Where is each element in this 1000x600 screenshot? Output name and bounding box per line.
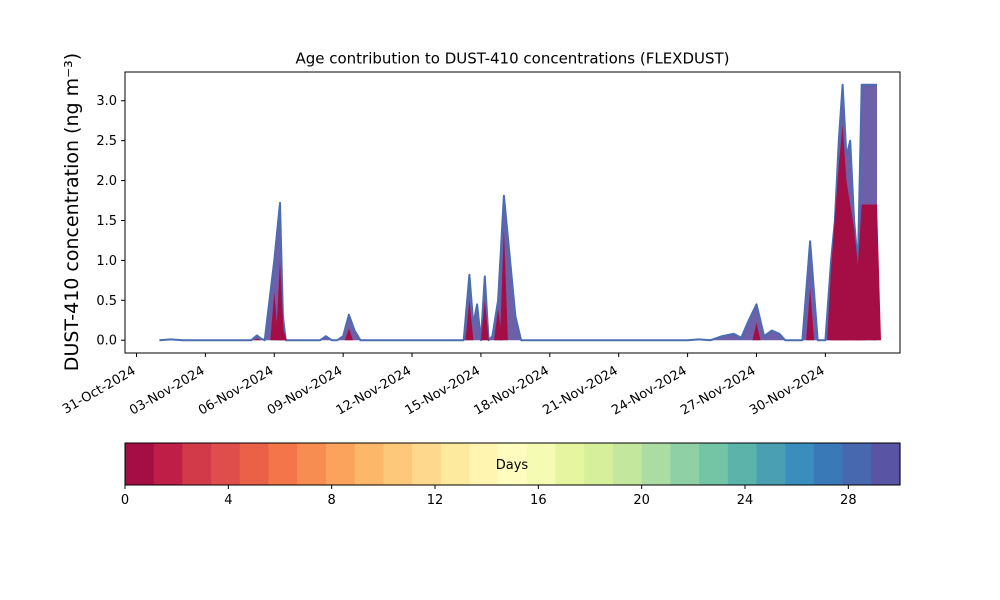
colorbar-segment [297,443,327,485]
colorbar-frame [124,442,901,486]
colorbar-segment [785,443,815,485]
x-tick-label: 30-Nov-2024 [747,363,827,418]
colorbar-segment [325,443,356,485]
colorbar-segment [354,443,384,485]
age-0-1-spike [806,288,815,341]
colorbar-segment [125,443,155,485]
y-tick-label: 2.0 [96,174,117,189]
x-axis-ticks: 31-Oct-202403-Nov-202406-Nov-202409-Nov-… [60,353,827,419]
age-0-1-spike [278,328,287,341]
age-0-1-area-late [831,124,877,341]
y-tick-label: 0.5 [96,294,117,309]
colorbar-tick-label: 16 [530,493,547,508]
colorbar-tick-label: 0 [121,493,129,508]
y-tick-label: 3.0 [96,94,117,109]
colorbar-segments [125,443,901,485]
y-tick-label: 1.0 [96,254,117,269]
colorbar-label: Days [496,458,529,473]
axes-frame [124,71,901,354]
age-0-1-spike [465,300,474,341]
colorbar-segment [440,443,471,485]
colorbar-segment [612,443,643,485]
colorbar-segment [498,443,528,485]
age-0-1-spike [499,228,508,341]
colorbar-segment [813,443,844,485]
colorbar-segment [584,443,614,485]
chart-title: Age contribution to DUST-410 concentrati… [295,50,729,68]
total-line [159,83,877,342]
colorbar-segment [526,443,557,485]
y-tick-label: 1.5 [96,214,117,229]
x-tick-label: 12-Nov-2024 [334,363,414,418]
colorbar-segment [871,443,901,485]
colorbar-tick-label: 4 [224,493,232,508]
age-colorbar: Days 0 4 8 12 16 20 24 28 [121,442,901,508]
y-axis-label: DUST-410 concentration (ng m⁻³) [61,53,83,371]
age-0-1-days-layer [253,124,881,341]
colorbar-segment [412,443,442,485]
colorbar-ticks: 0 4 8 12 16 20 24 28 [121,485,857,508]
age-0-1-spike [253,338,261,341]
age-0-1-spike [270,292,279,341]
x-tick-label: 18-Nov-2024 [472,363,552,418]
colorbar-segment [383,443,413,485]
age-0-1-spike [480,300,489,341]
age-0-1-spike [276,260,284,341]
colorbar-segment [182,443,212,485]
colorbar-segment [211,443,241,485]
colorbar-segment [756,443,786,485]
x-tick-label: 09-Nov-2024 [265,363,345,418]
colorbar-segment [670,443,700,485]
colorbar-segment [727,443,758,485]
colorbar-tick-label: 24 [737,493,754,508]
colorbar-segment [555,443,585,485]
total-series-layer [159,83,877,342]
total-area [159,84,877,341]
x-tick-label: 24-Nov-2024 [609,363,689,418]
colorbar-segment [469,443,499,485]
x-tick-label: 27-Nov-2024 [678,363,758,418]
colorbar-segment [842,443,872,485]
x-tick-label: 21-Nov-2024 [540,363,620,418]
x-tick-label: 06-Nov-2024 [196,363,276,418]
colorbar-segment [641,443,671,485]
y-tick-label: 2.5 [96,134,117,149]
x-tick-label: 15-Nov-2024 [403,363,483,418]
colorbar-tick-label: 28 [840,493,857,508]
age-0-1-spike [344,328,353,341]
colorbar-segment [239,443,270,485]
age-0-1-spike [494,308,503,341]
y-tick-label: 0.0 [96,334,117,349]
plot-area [124,71,901,354]
colorbar-segment [268,443,298,485]
age-0-1-spike [752,322,761,341]
x-tick-label: 03-Nov-2024 [127,363,207,418]
colorbar-tick-label: 12 [427,493,444,508]
colorbar-segment [699,443,729,485]
colorbar-tick-label: 20 [633,493,650,508]
y-axis-ticks: 0.0 0.5 1.0 1.5 2.0 2.5 3.0 [96,94,125,349]
colorbar-segment [153,443,183,485]
colorbar-tick-label: 8 [328,493,336,508]
